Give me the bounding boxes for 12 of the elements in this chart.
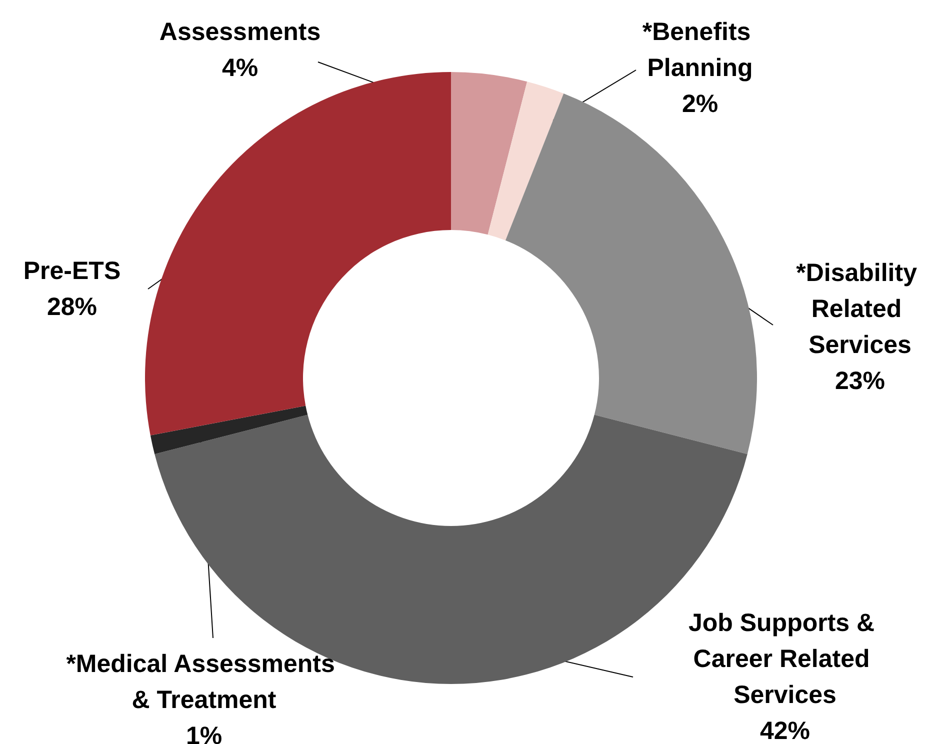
slice-label: *Benefits Planning: [642, 18, 758, 82]
slice-label: Job Supports & Career Related Services: [688, 609, 882, 709]
slice-label: Pre-ETS: [23, 257, 121, 285]
data-label: 42%: [760, 717, 810, 744]
data-label: 2%: [682, 90, 718, 118]
slice-label: *Disability Related Services: [796, 259, 924, 359]
data-label: 28%: [46, 293, 98, 321]
data-label: 4%: [222, 54, 258, 82]
data-label: 23%: [834, 367, 886, 395]
slice-label: *Medical Assessments & Treatment: [66, 650, 342, 714]
slice-label: Assessments: [159, 18, 321, 46]
data-label: 1%: [186, 722, 222, 744]
